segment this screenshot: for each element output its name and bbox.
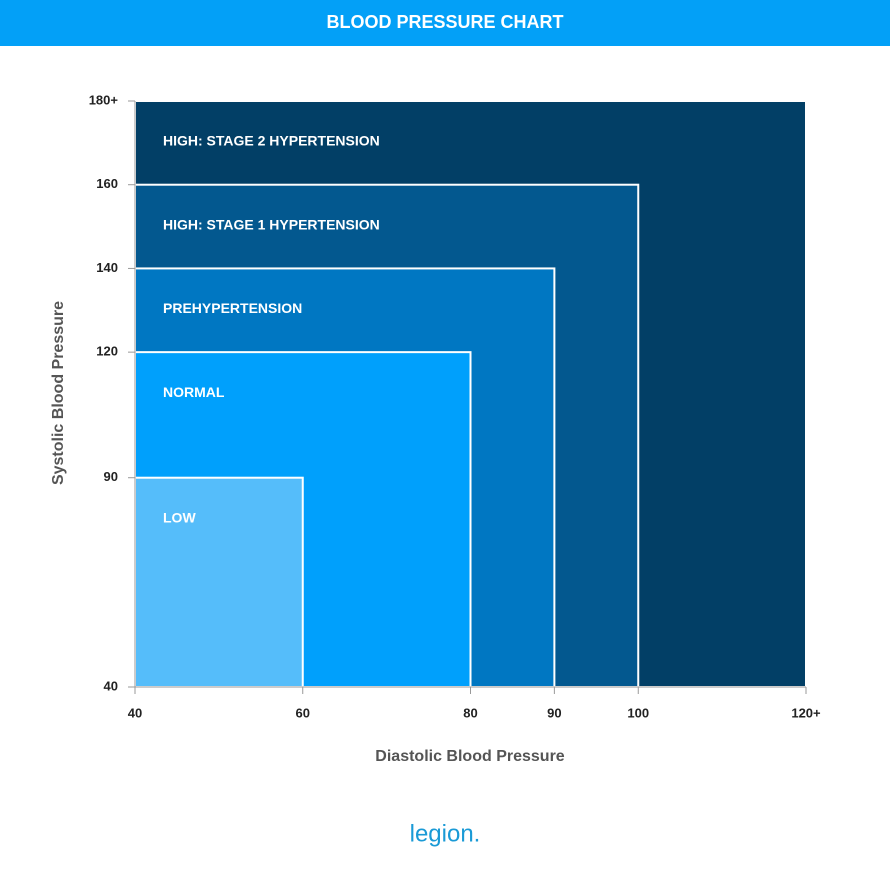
- logo: legion.: [410, 820, 481, 847]
- zone-label: PREHYPERTENSION: [163, 300, 302, 316]
- y-axis-title: Systolic Blood Pressure: [50, 301, 67, 485]
- y-tick-label: 120: [96, 344, 118, 359]
- y-tick-label: 160: [96, 176, 118, 191]
- header-bar: [0, 0, 890, 46]
- y-tick-label: 140: [96, 260, 118, 275]
- y-tick-label: 90: [104, 469, 118, 484]
- zone-rect: [134, 476, 304, 689]
- y-tick-label: 180+: [89, 92, 119, 107]
- x-tick-label: 40: [128, 705, 142, 720]
- x-tick-label: 120+: [791, 705, 821, 720]
- zone-label: NORMAL: [163, 384, 225, 400]
- x-tick-label: 80: [463, 705, 477, 720]
- x-axis-title: Diastolic Blood Pressure: [375, 748, 564, 765]
- zone-label: HIGH: STAGE 2 HYPERTENSION: [163, 133, 380, 149]
- x-tick-label: 100: [627, 705, 649, 720]
- chart-title: BLOOD PRESSURE CHART: [326, 12, 563, 32]
- x-tick-label: 90: [547, 705, 561, 720]
- x-tick-label: 60: [296, 705, 310, 720]
- plot-area: LOW NORMAL PREHYPERTENSION HIGH: STAGE 1 HY…: [89, 92, 821, 720]
- y-tick-label: 40: [104, 678, 118, 693]
- zone-label: HIGH: STAGE 1 HYPERTENSION: [163, 216, 380, 232]
- zone-label: LOW: [163, 509, 196, 525]
